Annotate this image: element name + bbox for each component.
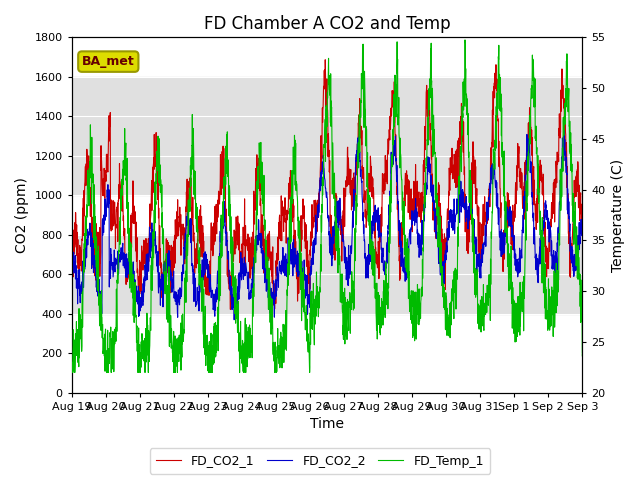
FD_CO2_1 <box>534 219 541 225</box>
FD_CO2_1 <box>353 149 361 155</box>
FD_CO2_2 <box>68 275 76 281</box>
Y-axis label: CO2 (ppm): CO2 (ppm) <box>15 177 29 253</box>
Title: FD Chamber A CO2 and Temp: FD Chamber A CO2 and Temp <box>204 15 451 33</box>
FD_Temp_1 <box>534 163 541 168</box>
FD_Temp_1 <box>548 292 556 298</box>
FD_CO2_2 <box>230 317 238 323</box>
FD_Temp_1 <box>342 295 349 300</box>
Line: FD_CO2_1: FD_CO2_1 <box>72 60 582 310</box>
FD_CO2_2 <box>476 251 483 257</box>
FD_Temp_1 <box>476 326 483 332</box>
FD_CO2_1 <box>579 204 586 209</box>
FD_CO2_1 <box>476 244 483 250</box>
FD_CO2_2 <box>560 128 568 133</box>
FD_CO2_2 <box>548 238 556 244</box>
Legend: FD_CO2_1, FD_CO2_2, FD_Temp_1: FD_CO2_1, FD_CO2_2, FD_Temp_1 <box>150 448 490 474</box>
FD_CO2_2 <box>534 272 541 278</box>
Line: FD_Temp_1: FD_Temp_1 <box>72 40 582 372</box>
FD_CO2_2 <box>342 265 349 271</box>
FD_CO2_1 <box>68 264 76 270</box>
Line: FD_CO2_2: FD_CO2_2 <box>72 131 582 320</box>
FD_CO2_1 <box>210 228 218 234</box>
Bar <box>72 235 582 314</box>
Text: BA_met: BA_met <box>82 55 134 68</box>
Bar <box>72 77 582 195</box>
FD_CO2_2 <box>353 148 360 154</box>
Y-axis label: Temperature (C): Temperature (C) <box>611 158 625 272</box>
FD_Temp_1 <box>210 360 218 366</box>
FD_CO2_1 <box>227 307 234 312</box>
FD_CO2_2 <box>579 216 586 222</box>
FD_Temp_1 <box>461 37 469 43</box>
FD_Temp_1 <box>68 370 76 375</box>
FD_Temp_1 <box>579 353 586 359</box>
FD_CO2_1 <box>548 201 556 206</box>
FD_Temp_1 <box>353 222 360 228</box>
FD_CO2_1 <box>342 185 349 191</box>
X-axis label: Time: Time <box>310 418 344 432</box>
FD_CO2_1 <box>321 57 329 62</box>
FD_CO2_2 <box>210 291 218 297</box>
